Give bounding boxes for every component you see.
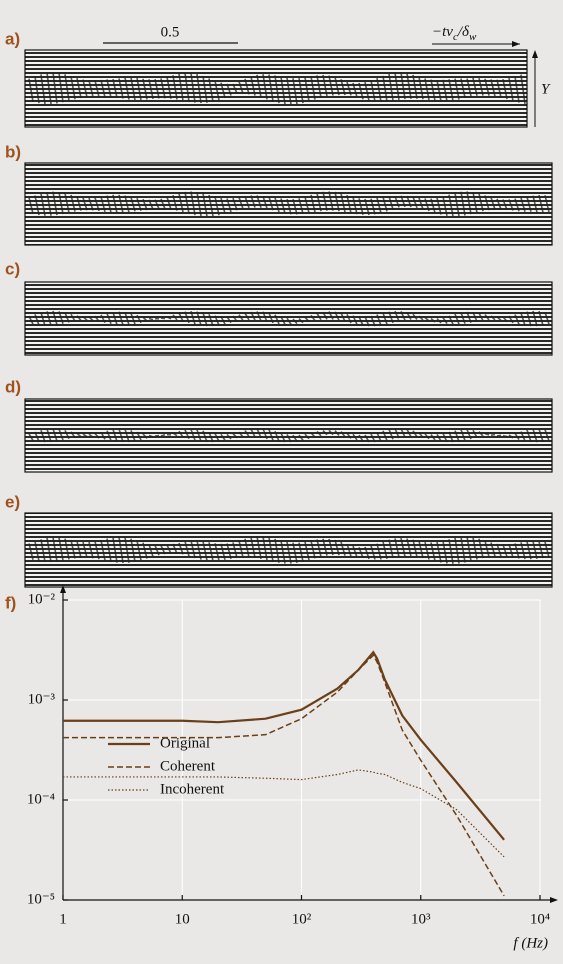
- streak-image: [25, 399, 552, 472]
- x-arrowhead: [550, 897, 558, 903]
- x-tick-label: 1: [59, 911, 67, 927]
- legend-label: Incoherent: [160, 781, 225, 797]
- streak-image: [25, 50, 527, 127]
- x-tick-label: 10³: [411, 911, 431, 927]
- scale-label: 0.5: [161, 24, 180, 40]
- panels: a) b) c) d) e): [5, 29, 552, 587]
- time-arrowhead: [512, 41, 520, 47]
- legend-label: Coherent: [160, 758, 216, 774]
- streak-image: [25, 282, 552, 355]
- panel-label: e): [5, 492, 20, 511]
- panel-label: b): [5, 142, 21, 161]
- y-tick-label: 10⁻⁵: [27, 891, 55, 907]
- y-tick-label: 10⁻⁴: [27, 791, 55, 807]
- panel-label: c): [5, 259, 20, 278]
- y-arrowhead: [532, 50, 538, 58]
- panel-label: a): [5, 29, 20, 48]
- panel-label: f): [5, 593, 16, 612]
- time-axis-label: −tvc/δw: [432, 24, 477, 42]
- y-tick-label: 10⁻³: [28, 691, 56, 707]
- y-tick-label: 10⁻²: [28, 591, 56, 607]
- x-tick-label: 10²: [292, 911, 312, 927]
- figure: 0.5 −tvc/δw Y a) b) c) d) e) f) 1 10 10² 10³ 10⁴ 1…: [0, 0, 563, 964]
- x-tick-label: 10⁴: [530, 911, 550, 927]
- panel-label: d): [5, 377, 21, 396]
- x-axis-label: f (Hz): [513, 935, 548, 951]
- series-line: [63, 652, 504, 840]
- x-tick-label: 10: [175, 911, 190, 927]
- series-line: [63, 655, 504, 896]
- y-label: Y: [541, 81, 551, 97]
- series-line: [63, 770, 504, 857]
